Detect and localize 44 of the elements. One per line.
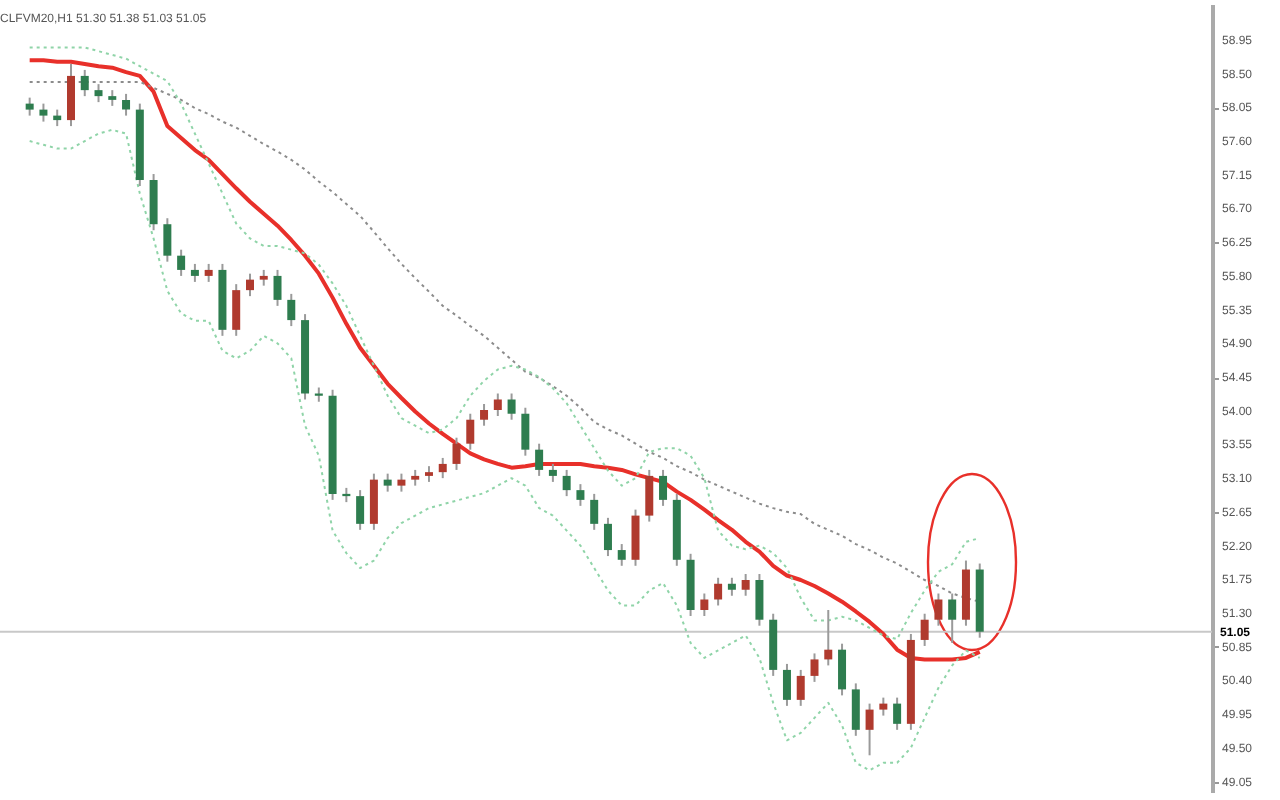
candlestick — [66, 62, 75, 128]
candlestick — [659, 468, 668, 507]
candlestick — [741, 573, 750, 597]
candlestick — [521, 406, 530, 457]
candlestick — [177, 248, 186, 277]
candlestick — [535, 442, 544, 477]
candlestick — [273, 268, 282, 307]
candlestick — [851, 682, 860, 737]
candlestick — [700, 592, 709, 617]
candlestick — [507, 392, 516, 421]
candlestick — [920, 612, 929, 647]
candlestick — [480, 402, 489, 427]
candlestick — [493, 392, 502, 417]
candlestick — [617, 543, 626, 567]
candlestick — [163, 217, 172, 263]
candlestick — [893, 696, 902, 731]
candlestick — [369, 472, 378, 531]
line-series — [28, 128, 981, 772]
candlestick — [782, 662, 791, 707]
candlestick — [948, 592, 957, 644]
candlestick — [356, 489, 365, 531]
candlestick — [438, 456, 447, 480]
candlestick — [865, 702, 874, 757]
candlestick — [714, 576, 723, 607]
candlestick — [603, 516, 612, 558]
candlestick — [466, 412, 475, 451]
candlestick — [149, 173, 158, 232]
candlestick — [810, 652, 819, 683]
candlestick — [287, 292, 296, 328]
candlestick — [245, 272, 254, 298]
candlestick — [590, 492, 599, 531]
candlestick — [80, 68, 89, 98]
candlestick — [838, 642, 847, 697]
candlestick — [934, 592, 943, 627]
candlestick — [755, 573, 764, 627]
candlestick — [631, 508, 640, 567]
candlestick — [645, 468, 654, 523]
candlestick — [562, 468, 571, 498]
candlestick — [796, 668, 805, 707]
candlestick — [576, 483, 585, 507]
candlestick — [452, 436, 461, 471]
candlestick — [232, 283, 241, 337]
candlestick — [122, 92, 131, 117]
candlestick — [824, 608, 833, 667]
